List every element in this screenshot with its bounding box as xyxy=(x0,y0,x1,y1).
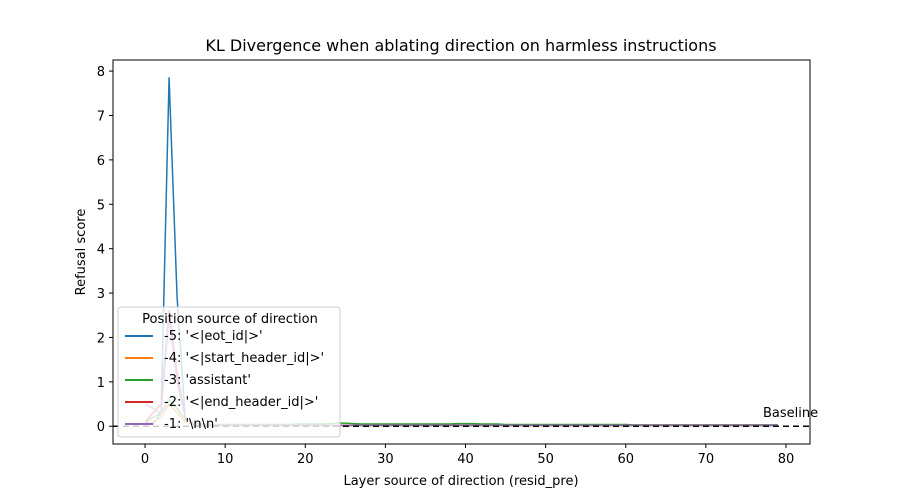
x-tick-label: 80 xyxy=(778,452,795,467)
legend-title: Position source of direction xyxy=(142,312,318,327)
y-tick-label: 5 xyxy=(97,198,105,213)
x-tick-label: 10 xyxy=(217,452,234,467)
legend-label-1: -5: '<|eot_id|>' xyxy=(164,329,263,344)
x-tick-label: 20 xyxy=(297,452,314,467)
x-axis-label: Layer source of direction (resid_pre) xyxy=(343,474,578,489)
x-axis-ticks: 0 10 20 30 40 50 60 70 80 xyxy=(141,444,794,467)
plot-frame xyxy=(112,59,811,445)
legend-label-2: -4: '<|start_header_id|>' xyxy=(164,351,324,366)
x-tick-label: 70 xyxy=(698,452,715,467)
y-tick-label: 0 xyxy=(97,420,105,435)
y-axis-label: Refusal score xyxy=(74,209,89,296)
baseline-label: Baseline xyxy=(763,406,818,421)
legend-label-4: -2: '<|end_header_id|>' xyxy=(164,395,318,410)
x-tick-label: 0 xyxy=(141,452,149,467)
legend-label-3: -3: 'assistant' xyxy=(164,373,251,388)
y-tick-label: 7 xyxy=(97,109,105,124)
x-tick-label: 60 xyxy=(617,452,634,467)
chart-title: KL Divergence when ablating direction on… xyxy=(205,36,716,55)
y-tick-label: 6 xyxy=(97,154,105,169)
legend-label-5: -1: '\n\n' xyxy=(164,417,218,432)
x-tick-label: 40 xyxy=(457,452,474,467)
y-tick-label: 1 xyxy=(97,376,105,391)
x-tick-label: 30 xyxy=(377,452,394,467)
y-tick-label: 2 xyxy=(97,331,105,346)
x-tick-label: 50 xyxy=(537,452,554,467)
legend: Position source of direction -5: '<|eot_… xyxy=(117,306,341,438)
y-axis-ticks: 0 1 2 3 4 5 6 7 8 xyxy=(97,65,113,435)
legend-frame xyxy=(117,306,341,438)
baseline-layer: Baseline xyxy=(113,406,818,427)
y-tick-label: 8 xyxy=(97,65,105,80)
y-tick-label: 3 xyxy=(97,287,105,302)
legend-entries: -5: '<|eot_id|>' -4: '<|start_header_id|>… xyxy=(125,329,324,432)
y-tick-label: 4 xyxy=(97,243,105,258)
